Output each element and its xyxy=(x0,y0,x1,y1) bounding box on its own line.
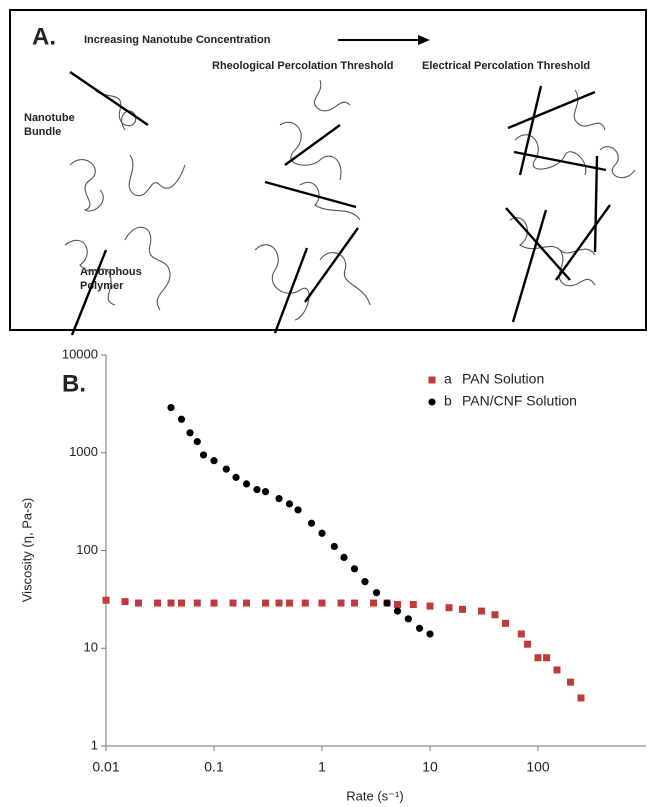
point xyxy=(102,596,110,604)
point xyxy=(415,624,424,632)
legend-marker xyxy=(428,398,436,406)
bundle-label: Bundle xyxy=(24,126,61,138)
legend-marker xyxy=(428,376,436,384)
point xyxy=(121,598,129,606)
point xyxy=(199,451,208,459)
point xyxy=(232,473,240,481)
panel-a-frame xyxy=(9,9,647,331)
point xyxy=(154,599,162,607)
point xyxy=(404,615,412,623)
point xyxy=(409,601,417,609)
point xyxy=(445,604,453,612)
x-tick-label: 0.1 xyxy=(204,759,224,775)
point xyxy=(253,485,261,494)
point xyxy=(318,599,326,607)
point xyxy=(517,630,525,638)
point xyxy=(426,630,434,638)
point xyxy=(553,666,561,674)
point xyxy=(393,607,402,615)
point xyxy=(243,599,251,607)
point xyxy=(229,599,237,607)
x-tick-label: 1 xyxy=(318,759,326,775)
point xyxy=(193,438,201,446)
stage-3-title: Electrical Percolation Threshold xyxy=(422,60,590,72)
point xyxy=(543,654,551,662)
y-tick-label: 1000 xyxy=(69,444,98,459)
point xyxy=(262,599,270,607)
point xyxy=(193,599,201,607)
point xyxy=(318,529,326,537)
legend-letter: a xyxy=(444,371,452,387)
point xyxy=(534,654,542,662)
point xyxy=(337,599,345,607)
y-tick-label: 1 xyxy=(91,737,98,752)
bundle-label: Nanotube xyxy=(24,112,75,124)
panel-b: B. Rate (s⁻¹) Viscosity (η, Pa-s) 110100… xyxy=(19,346,646,803)
point xyxy=(383,599,391,607)
y-axis-title: Viscosity (η, Pa-s) xyxy=(19,498,34,603)
point xyxy=(501,619,509,627)
y-tick-label: 10000 xyxy=(62,346,98,361)
point xyxy=(242,480,251,488)
point xyxy=(478,607,486,615)
point xyxy=(393,601,401,609)
point xyxy=(186,429,194,437)
point xyxy=(294,506,302,514)
point xyxy=(301,599,309,607)
point xyxy=(285,500,294,508)
point xyxy=(567,678,575,686)
x-axis-title: Rate (s⁻¹) xyxy=(346,788,403,803)
nanotubes xyxy=(69,71,611,336)
point xyxy=(167,403,175,412)
point xyxy=(350,565,359,573)
legend-label: PAN Solution xyxy=(462,371,544,387)
point xyxy=(210,599,218,607)
point xyxy=(351,599,359,607)
point xyxy=(222,465,230,473)
point xyxy=(210,457,218,465)
point xyxy=(177,599,185,607)
point xyxy=(577,694,585,702)
y-tick-label: 10 xyxy=(84,640,98,655)
point xyxy=(135,599,143,607)
panel-a-label: A. xyxy=(32,23,56,50)
point xyxy=(370,599,378,607)
point xyxy=(330,542,338,551)
point xyxy=(177,415,186,423)
legend-label: PAN/CNF Solution xyxy=(462,393,577,409)
x-tick-label: 100 xyxy=(526,759,550,775)
stage-2-title: Rheological Percolation Threshold xyxy=(212,60,394,72)
point xyxy=(261,488,270,496)
point xyxy=(340,553,348,561)
y-tick-label: 100 xyxy=(76,542,98,557)
x-tick-label: 0.01 xyxy=(92,759,119,775)
point xyxy=(275,494,283,503)
point xyxy=(285,599,293,607)
panel-b-label: B. xyxy=(62,370,86,397)
x-tick-label: 10 xyxy=(422,759,438,775)
polymer-label: Polymer xyxy=(80,280,124,292)
point xyxy=(426,602,434,610)
point xyxy=(275,599,283,607)
legend-letter: b xyxy=(444,393,452,409)
point xyxy=(372,589,381,597)
point xyxy=(459,605,467,613)
point xyxy=(524,640,532,648)
point xyxy=(307,519,316,527)
point xyxy=(167,599,175,607)
panel-a: A. Increasing Nanotube Concentration Rhe… xyxy=(9,9,647,336)
arrow-text: Increasing Nanotube Concentration xyxy=(84,34,271,46)
polymer-chains xyxy=(64,79,636,321)
point xyxy=(361,578,369,586)
arrow-head xyxy=(418,35,430,45)
point xyxy=(491,611,499,619)
